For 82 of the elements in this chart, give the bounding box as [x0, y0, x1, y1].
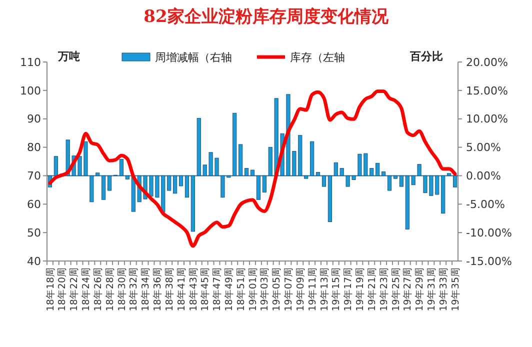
x-tick-label: 19年33周	[437, 267, 450, 312]
bar	[382, 171, 386, 176]
y-tick-label: 70	[27, 170, 41, 183]
y2-tick-label: 10.00%	[466, 112, 508, 126]
legend-label: 库存（左轴	[290, 50, 345, 64]
y2-tick-label: -10.00%	[466, 226, 512, 240]
y-tick-label: 110	[20, 56, 41, 69]
bar	[184, 175, 190, 198]
x-tick-label: 18年28周	[104, 267, 116, 312]
x-tick-label: 18年22周	[68, 267, 80, 312]
y-tick-label: 100	[20, 84, 41, 98]
x-tick-label: 19年27周	[402, 267, 414, 312]
y-tick-label: 60	[27, 198, 41, 211]
bar	[399, 175, 404, 187]
x-tick-label: 18年32周	[128, 267, 140, 312]
bar	[322, 175, 326, 187]
line-series	[48, 90, 457, 248]
y2-tick-label: 5.00%	[466, 141, 501, 154]
x-tick-label: 18年41周	[175, 267, 188, 312]
x-tick-label: 18年20周	[56, 267, 68, 312]
x-tick-label: 18年26周	[92, 267, 104, 312]
x-tick-label: 18年38周	[163, 267, 176, 312]
x-tick-label: 19年15周	[330, 267, 342, 312]
x-tick-label: 19年19周	[354, 267, 366, 312]
x-tick-label: 19年21周	[366, 267, 378, 312]
x-tick-label: 18年36周	[152, 267, 164, 312]
y-tick-label: 40	[27, 254, 41, 268]
x-tick-label: 19年07周	[282, 267, 295, 312]
y2-tick-label: 15.00%	[466, 84, 508, 98]
bar	[250, 170, 255, 176]
bar	[393, 175, 398, 179]
x-tick-label: 19年31周	[426, 267, 438, 312]
y2-tick-label: 20.00%	[466, 56, 508, 69]
x-tick-label: 19年13周	[318, 267, 330, 312]
y-tick-label: 90	[27, 112, 41, 126]
y2-tick-label: 0.00%	[466, 170, 501, 183]
x-tick-label: 19年11周	[306, 267, 318, 312]
bar	[108, 175, 112, 191]
x-tick-label: 18年49周	[223, 267, 235, 312]
y-tick-label: 50	[27, 226, 41, 240]
bar	[102, 175, 106, 200]
bar	[376, 162, 380, 176]
bar	[262, 175, 266, 192]
bar	[54, 156, 58, 176]
x-tick-label: 19年35周	[449, 267, 462, 312]
x-tick-label: 18年18周	[44, 267, 56, 312]
chart-title: 82家企业淀粉库存周度变化情况	[144, 7, 390, 27]
y2-tick-label: -15.00%	[466, 254, 512, 268]
x-tick-label: 18年43周	[187, 267, 200, 312]
x-tick-label: 18年30周	[116, 267, 128, 312]
x-tick-label: 18年45周	[199, 267, 212, 312]
y-tick-label: 80	[27, 141, 41, 154]
x-tick-label: 19年09周	[294, 267, 306, 312]
bar	[178, 175, 184, 186]
bar	[316, 172, 320, 176]
bar	[244, 168, 249, 176]
bar	[119, 158, 124, 176]
x-tick-label: 19年17周	[342, 267, 354, 312]
x-tick-label: 19年25周	[390, 267, 402, 312]
bar	[447, 173, 452, 176]
bar	[173, 175, 178, 194]
y-axis-title: 万吨	[57, 50, 80, 63]
y2-axis-title: 百分比	[409, 50, 443, 63]
x-tick-label: 19年05周	[270, 267, 283, 312]
bar	[190, 175, 195, 232]
bar	[387, 175, 392, 191]
y2-tick-label: -5.00%	[466, 198, 505, 211]
bar	[452, 175, 458, 188]
x-tick-label: 18年24周	[80, 267, 92, 312]
bar	[238, 144, 243, 176]
x-tick-label: 19年29周	[414, 267, 426, 312]
x-tick-label: 18年34周	[140, 267, 152, 312]
x-tick-label: 19年23周	[378, 267, 390, 312]
bar	[328, 175, 332, 222]
bar	[310, 141, 314, 176]
x-tick-label: 18年47周	[211, 267, 224, 312]
x-tick-label: 18年51周	[234, 267, 247, 312]
x-tick-label: 19年01周	[246, 267, 259, 312]
legend-label: 周增减幅（右轴	[155, 50, 232, 64]
bar	[125, 175, 130, 180]
x-tick-label: 19年03周	[258, 267, 271, 312]
bar	[256, 175, 260, 200]
